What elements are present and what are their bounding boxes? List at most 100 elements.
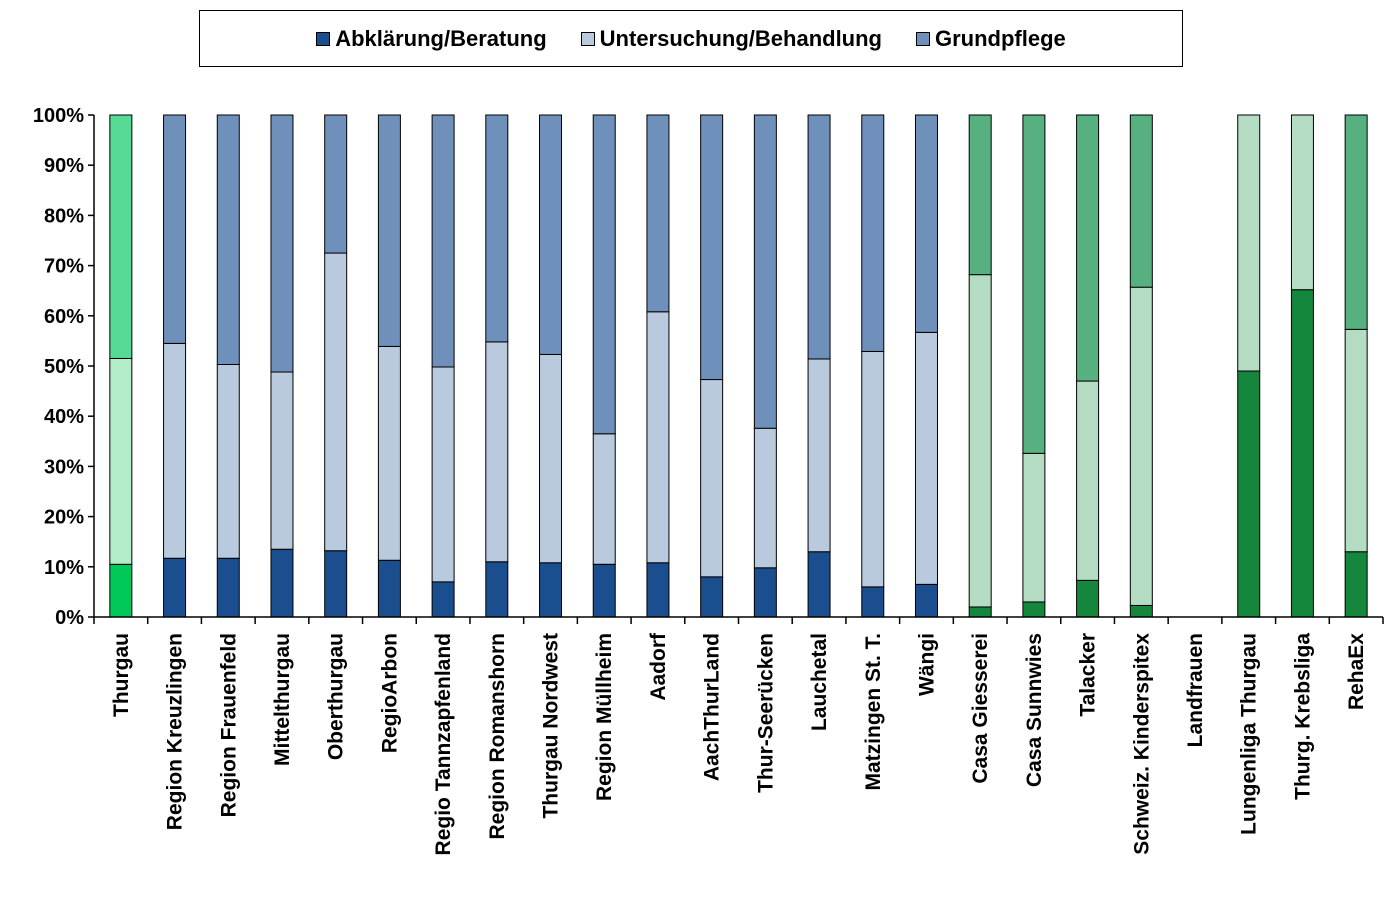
category-label-landfrauen: Landfrauen [1184, 633, 1207, 747]
bar-segment-mittelthurgau-untersuchung-behandlung [270, 371, 294, 550]
legend-label-abklaerung: Abklärung/Beratung [335, 25, 547, 51]
bar-segment-thurgau-nordwest-abklarung-beratung [539, 562, 563, 618]
bar-segment-aachthurland-untersuchung-behandlung [700, 379, 724, 578]
bar-segment-schweiz-kinderspitex-grundpflege [1129, 114, 1153, 288]
bar-segment-wangi-grundpflege [914, 114, 938, 333]
bar-segment-region-romanshorn-abklarung-beratung [485, 561, 509, 618]
axes-layer [88, 114, 1384, 624]
legend-item-abklaerung: Abklärung/Beratung [316, 25, 547, 52]
bar-segment-casa-giesserei-untersuchung-behandlung [968, 274, 992, 608]
bar-segment-region-frauenfeld-untersuchung-behandlung [216, 363, 240, 559]
bar-segment-thur-seerucken-abklarung-beratung [753, 567, 777, 618]
bar-segment-oberthurgau-grundpflege [324, 114, 348, 254]
legend-label-grundpflege: Grundpflege [935, 25, 1066, 51]
category-label-casa-giesserei: Casa Giesserei [969, 633, 992, 784]
category-label-regioarbon: RegioArbon [378, 633, 401, 753]
category-label-lauchetal: Lauchetal [808, 633, 831, 731]
bar-segment-aachthurland-grundpflege [700, 114, 724, 381]
legend-label-untersuchung: Untersuchung/Behandlung [599, 25, 882, 51]
bar-segment-thurg-krebsliga-abklarung-beratung [1290, 289, 1314, 618]
bar-segment-aachthurland-abklarung-beratung [700, 576, 724, 618]
bar-segment-region-romanshorn-untersuchung-behandlung [485, 341, 509, 563]
bar-segment-region-mullheim-untersuchung-behandlung [592, 433, 616, 565]
category-label-thurgau: Thurgau [110, 633, 133, 717]
bar-segment-mittelthurgau-abklarung-beratung [270, 548, 294, 618]
bar-segment-regioarbon-abklarung-beratung [377, 559, 401, 618]
labels-layer: 0% 10% 20% 30% 40% 50% 60% 70% 80% 90% 100% Thurgau… [33, 105, 1368, 855]
bar-segment-wangi-untersuchung-behandlung [914, 331, 938, 585]
bar-segment-rehaex-grundpflege [1344, 114, 1368, 330]
bar-segment-thurg-krebsliga-untersuchung-behandlung [1290, 114, 1314, 291]
category-label-region-romanshorn: Region Romanshorn [486, 633, 509, 840]
bar-segment-lauchetal-abklarung-beratung [807, 551, 831, 618]
bar-segment-region-mullheim-grundpflege [592, 114, 616, 435]
bar-segment-matzingen-st-t-abklarung-beratung [861, 586, 885, 618]
bar-segment-schweiz-kinderspitex-abklarung-beratung [1129, 604, 1153, 618]
bar-segment-lungenliga-thurgau-abklarung-beratung [1237, 370, 1261, 618]
legend-item-untersuchung: Untersuchung/Behandlung [580, 25, 882, 52]
category-label-region-mullheim: Region Müllheim [593, 633, 616, 801]
category-label-thur-seerucken: Thur-Seerücken [754, 633, 777, 793]
legend-item-grundpflege: Grundpflege [916, 26, 1066, 52]
category-label-thurg-krebsliga: Thurg. Krebsliga [1291, 633, 1314, 800]
bar-segment-region-mullheim-abklarung-beratung [592, 563, 616, 618]
bar-segment-casa-sunnwies-untersuchung-behandlung [1022, 452, 1046, 603]
bar-segment-mittelthurgau-grundpflege [270, 114, 294, 373]
category-label-region-kreuzlingen: Region Kreuzlingen [164, 633, 187, 830]
bar-segment-region-frauenfeld-grundpflege [216, 114, 240, 365]
bar-segment-aadorf-grundpflege [646, 114, 670, 313]
bar-segment-casa-giesserei-grundpflege [968, 114, 992, 276]
bar-segment-aadorf-abklarung-beratung [646, 562, 670, 618]
category-label-matzingen-st-t: Matzingen St. T. [862, 633, 885, 791]
y-tick-label: 60% [44, 306, 84, 328]
y-tick-label: 10% [44, 557, 84, 579]
bar-segment-matzingen-st-t-untersuchung-behandlung [861, 350, 885, 588]
category-label-oberthurgau: Oberthurgau [325, 633, 348, 760]
bar-segment-aadorf-untersuchung-behandlung [646, 311, 670, 564]
bar-segment-region-kreuzlingen-untersuchung-behandlung [163, 342, 187, 559]
bar-segment-thur-seerucken-grundpflege [753, 114, 777, 429]
category-label-talacker: Talacker [1077, 633, 1100, 717]
bar-segment-talacker-abklarung-beratung [1076, 579, 1100, 618]
bar-segment-thurgau-nordwest-untersuchung-behandlung [539, 353, 563, 564]
bar-segment-casa-giesserei-abklarung-beratung [968, 606, 992, 618]
bar-segment-talacker-untersuchung-behandlung [1076, 380, 1100, 581]
bar-segment-rehaex-abklarung-beratung [1344, 551, 1368, 618]
category-label-thurgau-nordwest: Thurgau Nordwest [540, 633, 563, 819]
bar-segment-lauchetal-grundpflege [807, 114, 831, 360]
y-tick-label: 0% [55, 607, 84, 629]
y-tick-label: 100% [33, 105, 84, 127]
category-label-region-frauenfeld: Region Frauenfeld [217, 633, 240, 817]
category-label-wangi: Wängi [915, 633, 938, 696]
bar-segment-region-romanshorn-grundpflege [485, 114, 509, 343]
legend-swatch-abklaerung [316, 31, 331, 46]
bar-segment-thurgau-grundpflege [109, 114, 133, 359]
bar-segment-thur-seerucken-untersuchung-behandlung [753, 427, 777, 569]
bar-segment-regio-tannzapfenland-untersuchung-behandlung [431, 366, 455, 583]
category-label-rehaex: RehaEx [1345, 633, 1368, 710]
category-label-aachthurland: AachThurLand [701, 633, 724, 781]
bar-segment-talacker-grundpflege [1076, 114, 1100, 382]
bar-segment-lungenliga-thurgau-untersuchung-behandlung [1237, 114, 1261, 372]
bar-segment-region-frauenfeld-abklarung-beratung [216, 557, 240, 618]
category-label-schweiz-kinderspitex: Schweiz. Kinderspitex [1130, 633, 1153, 855]
y-tick-label: 20% [44, 507, 84, 529]
bar-segment-lauchetal-untersuchung-behandlung [807, 358, 831, 553]
bar-segment-regio-tannzapfenland-abklarung-beratung [431, 581, 455, 618]
category-label-lungenliga-thurgau: Lungenliga Thurgau [1238, 633, 1261, 835]
bar-segment-thurgau-abklarung-beratung [109, 563, 133, 618]
y-tick-label: 50% [44, 356, 84, 378]
bar-segment-regioarbon-untersuchung-behandlung [377, 345, 401, 561]
bar-segment-regio-tannzapfenland-grundpflege [431, 114, 455, 368]
bar-segment-casa-sunnwies-abklarung-beratung [1022, 601, 1046, 618]
bar-segment-oberthurgau-abklarung-beratung [324, 550, 348, 618]
category-label-regio-tannzapfenland: Regio Tannzapfenland [432, 633, 455, 855]
bars-layer [109, 114, 1368, 618]
bar-segment-wangi-abklarung-beratung [914, 583, 938, 618]
bar-segment-casa-sunnwies-grundpflege [1022, 114, 1046, 454]
bar-segment-schweiz-kinderspitex-untersuchung-behandlung [1129, 286, 1153, 606]
y-tick-label: 90% [44, 155, 84, 177]
bar-segment-thurgau-untersuchung-behandlung [109, 357, 133, 565]
y-tick-label: 30% [44, 456, 84, 478]
